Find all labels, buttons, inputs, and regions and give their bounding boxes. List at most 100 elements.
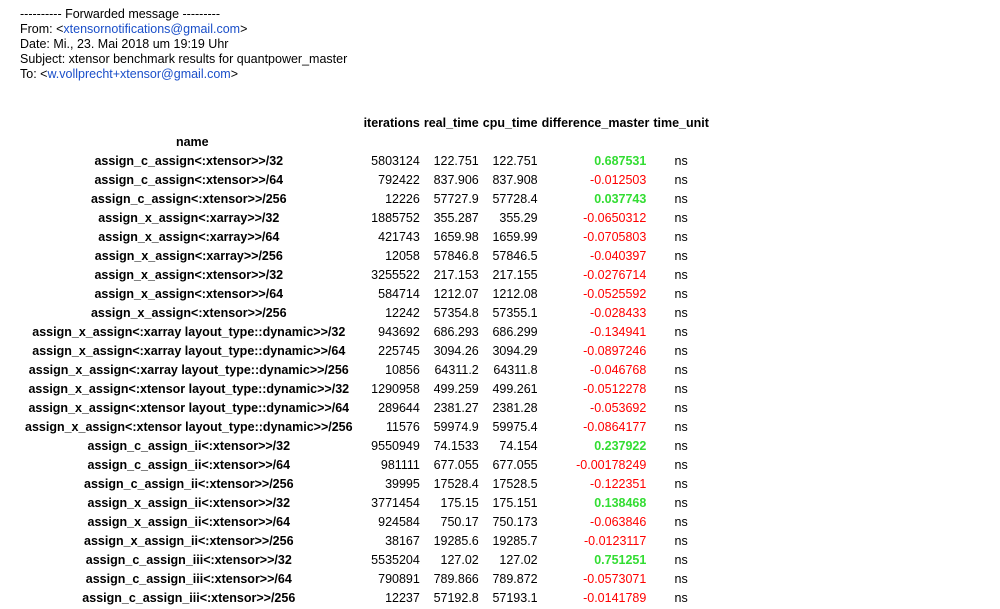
row-iterations: 1290958	[371, 382, 420, 396]
row-time-unit: ns	[674, 211, 688, 225]
row-name: assign_x_assign<:xarray layout_type::dyn…	[32, 325, 346, 339]
table-row: assign_x_assign_ii<:xtensor>>/256 38167 19…	[24, 533, 710, 550]
row-time-unit: ns	[674, 496, 688, 510]
row-cpu-time: 1212.08	[492, 287, 538, 301]
row-iterations: 12242	[385, 306, 420, 320]
table-row: assign_x_assign<:xarray>>/64 421743 1659.9…	[24, 229, 710, 246]
row-real-time: 355.287	[433, 211, 479, 225]
row-real-time: 57354.8	[433, 306, 479, 320]
to-label: To: <	[20, 67, 48, 81]
row-iterations: 1885752	[371, 211, 420, 225]
row-cpu-time: 59975.4	[492, 420, 538, 434]
table-row: assign_c_assign_ii<:xtensor>>/256 39995 17…	[24, 476, 710, 493]
row-difference-master: -0.0525592	[583, 287, 647, 301]
column-header-iterations: iterations	[363, 116, 420, 130]
row-name: assign_x_assign_ii<:xtensor>>/32	[87, 496, 291, 510]
row-difference-master: 0.237922	[594, 439, 647, 453]
row-time-unit: ns	[674, 363, 688, 377]
row-difference-master: -0.00178249	[576, 458, 647, 472]
row-cpu-time: 789.872	[492, 572, 538, 586]
benchmark-table: iterations real_time cpu_time difference…	[22, 113, 712, 609]
row-name: assign_x_assign<:xarray>>/64	[98, 230, 280, 244]
row-time-unit: ns	[674, 534, 688, 548]
row-name: assign_c_assign_iii<:xtensor>>/32	[85, 553, 292, 567]
row-time-unit: ns	[674, 591, 688, 605]
row-cpu-time: 127.02	[499, 553, 538, 567]
table-row: assign_x_assign<:xarray layout_type::dyn…	[24, 362, 710, 379]
row-iterations: 943692	[378, 325, 420, 339]
from-label: From: <	[20, 22, 64, 36]
table-row: assign_x_assign_ii<:xtensor>>/64 924584 75…	[24, 514, 710, 531]
row-real-time: 19285.6	[433, 534, 479, 548]
row-real-time: 59974.9	[433, 420, 479, 434]
row-real-time: 677.055	[433, 458, 479, 472]
row-difference-master: -0.0897246	[583, 344, 647, 358]
row-cpu-time: 57728.4	[492, 192, 538, 206]
row-iterations: 12058	[385, 249, 420, 263]
from-line: From: <xtensornotifications@gmail.com>	[20, 22, 347, 37]
row-time-unit: ns	[674, 344, 688, 358]
forwarded-line: ---------- Forwarded message ---------	[20, 7, 220, 21]
row-time-unit: ns	[674, 192, 688, 206]
column-header-cpu-time: cpu_time	[482, 116, 538, 130]
row-iterations: 11576	[386, 420, 420, 434]
row-difference-master: 0.037743	[594, 192, 647, 206]
row-time-unit: ns	[674, 477, 688, 491]
table-row: assign_x_assign<:xtensor>>/32 3255522 217.…	[24, 267, 710, 284]
row-cpu-time: 686.299	[492, 325, 538, 339]
table-row: assign_c_assign_iii<:xtensor>>/256 12237 5…	[24, 590, 710, 607]
row-time-unit: ns	[674, 173, 688, 187]
row-cpu-time: 217.155	[492, 268, 538, 282]
table-row: assign_c_assign_iii<:xtensor>>/64 790891 7…	[24, 571, 710, 588]
row-iterations: 12226	[385, 192, 420, 206]
row-name: assign_c_assign_ii<:xtensor>>/256	[84, 477, 294, 491]
row-real-time: 57846.8	[433, 249, 479, 263]
column-header-time-unit: time_unit	[653, 116, 709, 130]
row-cpu-time: 355.29	[499, 211, 538, 225]
table-row: assign_c_assign<:xtensor>>/32 5803124 122.…	[24, 153, 710, 170]
row-difference-master: -0.0123117	[584, 534, 647, 548]
row-real-time: 57192.8	[433, 591, 479, 605]
row-time-unit: ns	[674, 420, 688, 434]
row-time-unit: ns	[674, 306, 688, 320]
row-cpu-time: 837.908	[492, 173, 538, 187]
row-real-time: 17528.4	[433, 477, 479, 491]
row-name: assign_x_assign_ii<:xtensor>>/64	[87, 515, 291, 529]
row-real-time: 127.02	[440, 553, 479, 567]
table-row: assign_x_assign<:xtensor layout_type::dy…	[24, 381, 710, 398]
table-row: assign_x_assign<:xarray layout_type::dyn…	[24, 324, 710, 341]
row-cpu-time: 17528.5	[492, 477, 538, 491]
table-row: assign_x_assign<:xarray layout_type::dyn…	[24, 343, 710, 360]
to-end: >	[230, 67, 239, 81]
row-name: assign_x_assign<:xtensor layout_type::dy…	[28, 382, 350, 396]
row-cpu-time: 175.151	[492, 496, 538, 510]
row-time-unit: ns	[674, 458, 688, 472]
row-iterations: 225745	[378, 344, 420, 358]
row-name: assign_x_assign<:xtensor layout_type::dy…	[28, 401, 350, 415]
row-iterations: 5535204	[371, 553, 420, 567]
from-email-link[interactable]: xtensornotifications@gmail.com	[63, 22, 241, 36]
row-real-time: 3094.26	[433, 344, 479, 358]
row-difference-master: -0.063846	[590, 515, 647, 529]
row-name: assign_x_assign_ii<:xtensor>>/256	[84, 534, 294, 548]
row-difference-master: -0.046768	[590, 363, 647, 377]
table-row: assign_x_assign_ii<:xtensor>>/32 3771454 1…	[24, 495, 710, 512]
row-difference-master: 0.138468	[594, 496, 647, 510]
row-difference-master: -0.0650312	[583, 211, 647, 225]
table-row: assign_c_assign<:xtensor>>/64 792422 837.9…	[24, 172, 710, 189]
row-real-time: 750.17	[440, 515, 479, 529]
row-real-time: 789.866	[433, 572, 479, 586]
row-real-time: 57727.9	[433, 192, 479, 206]
row-name: assign_c_assign_iii<:xtensor>>/256	[82, 591, 296, 605]
row-difference-master: -0.134941	[590, 325, 647, 339]
row-real-time: 175.15	[440, 496, 479, 510]
column-header-name: name	[175, 135, 209, 149]
row-cpu-time: 677.055	[492, 458, 538, 472]
row-time-unit: ns	[674, 325, 688, 339]
row-real-time: 686.293	[433, 325, 479, 339]
row-cpu-time: 750.173	[492, 515, 538, 529]
to-email-link[interactable]: w.vollprecht+xtensor@gmail.com	[47, 67, 231, 81]
table-body: assign_c_assign<:xtensor>>/32 5803124 122.…	[24, 153, 710, 607]
table-row: assign_c_assign<:xtensor>>/256 12226 57727…	[24, 191, 710, 208]
row-iterations: 9550949	[371, 439, 420, 453]
